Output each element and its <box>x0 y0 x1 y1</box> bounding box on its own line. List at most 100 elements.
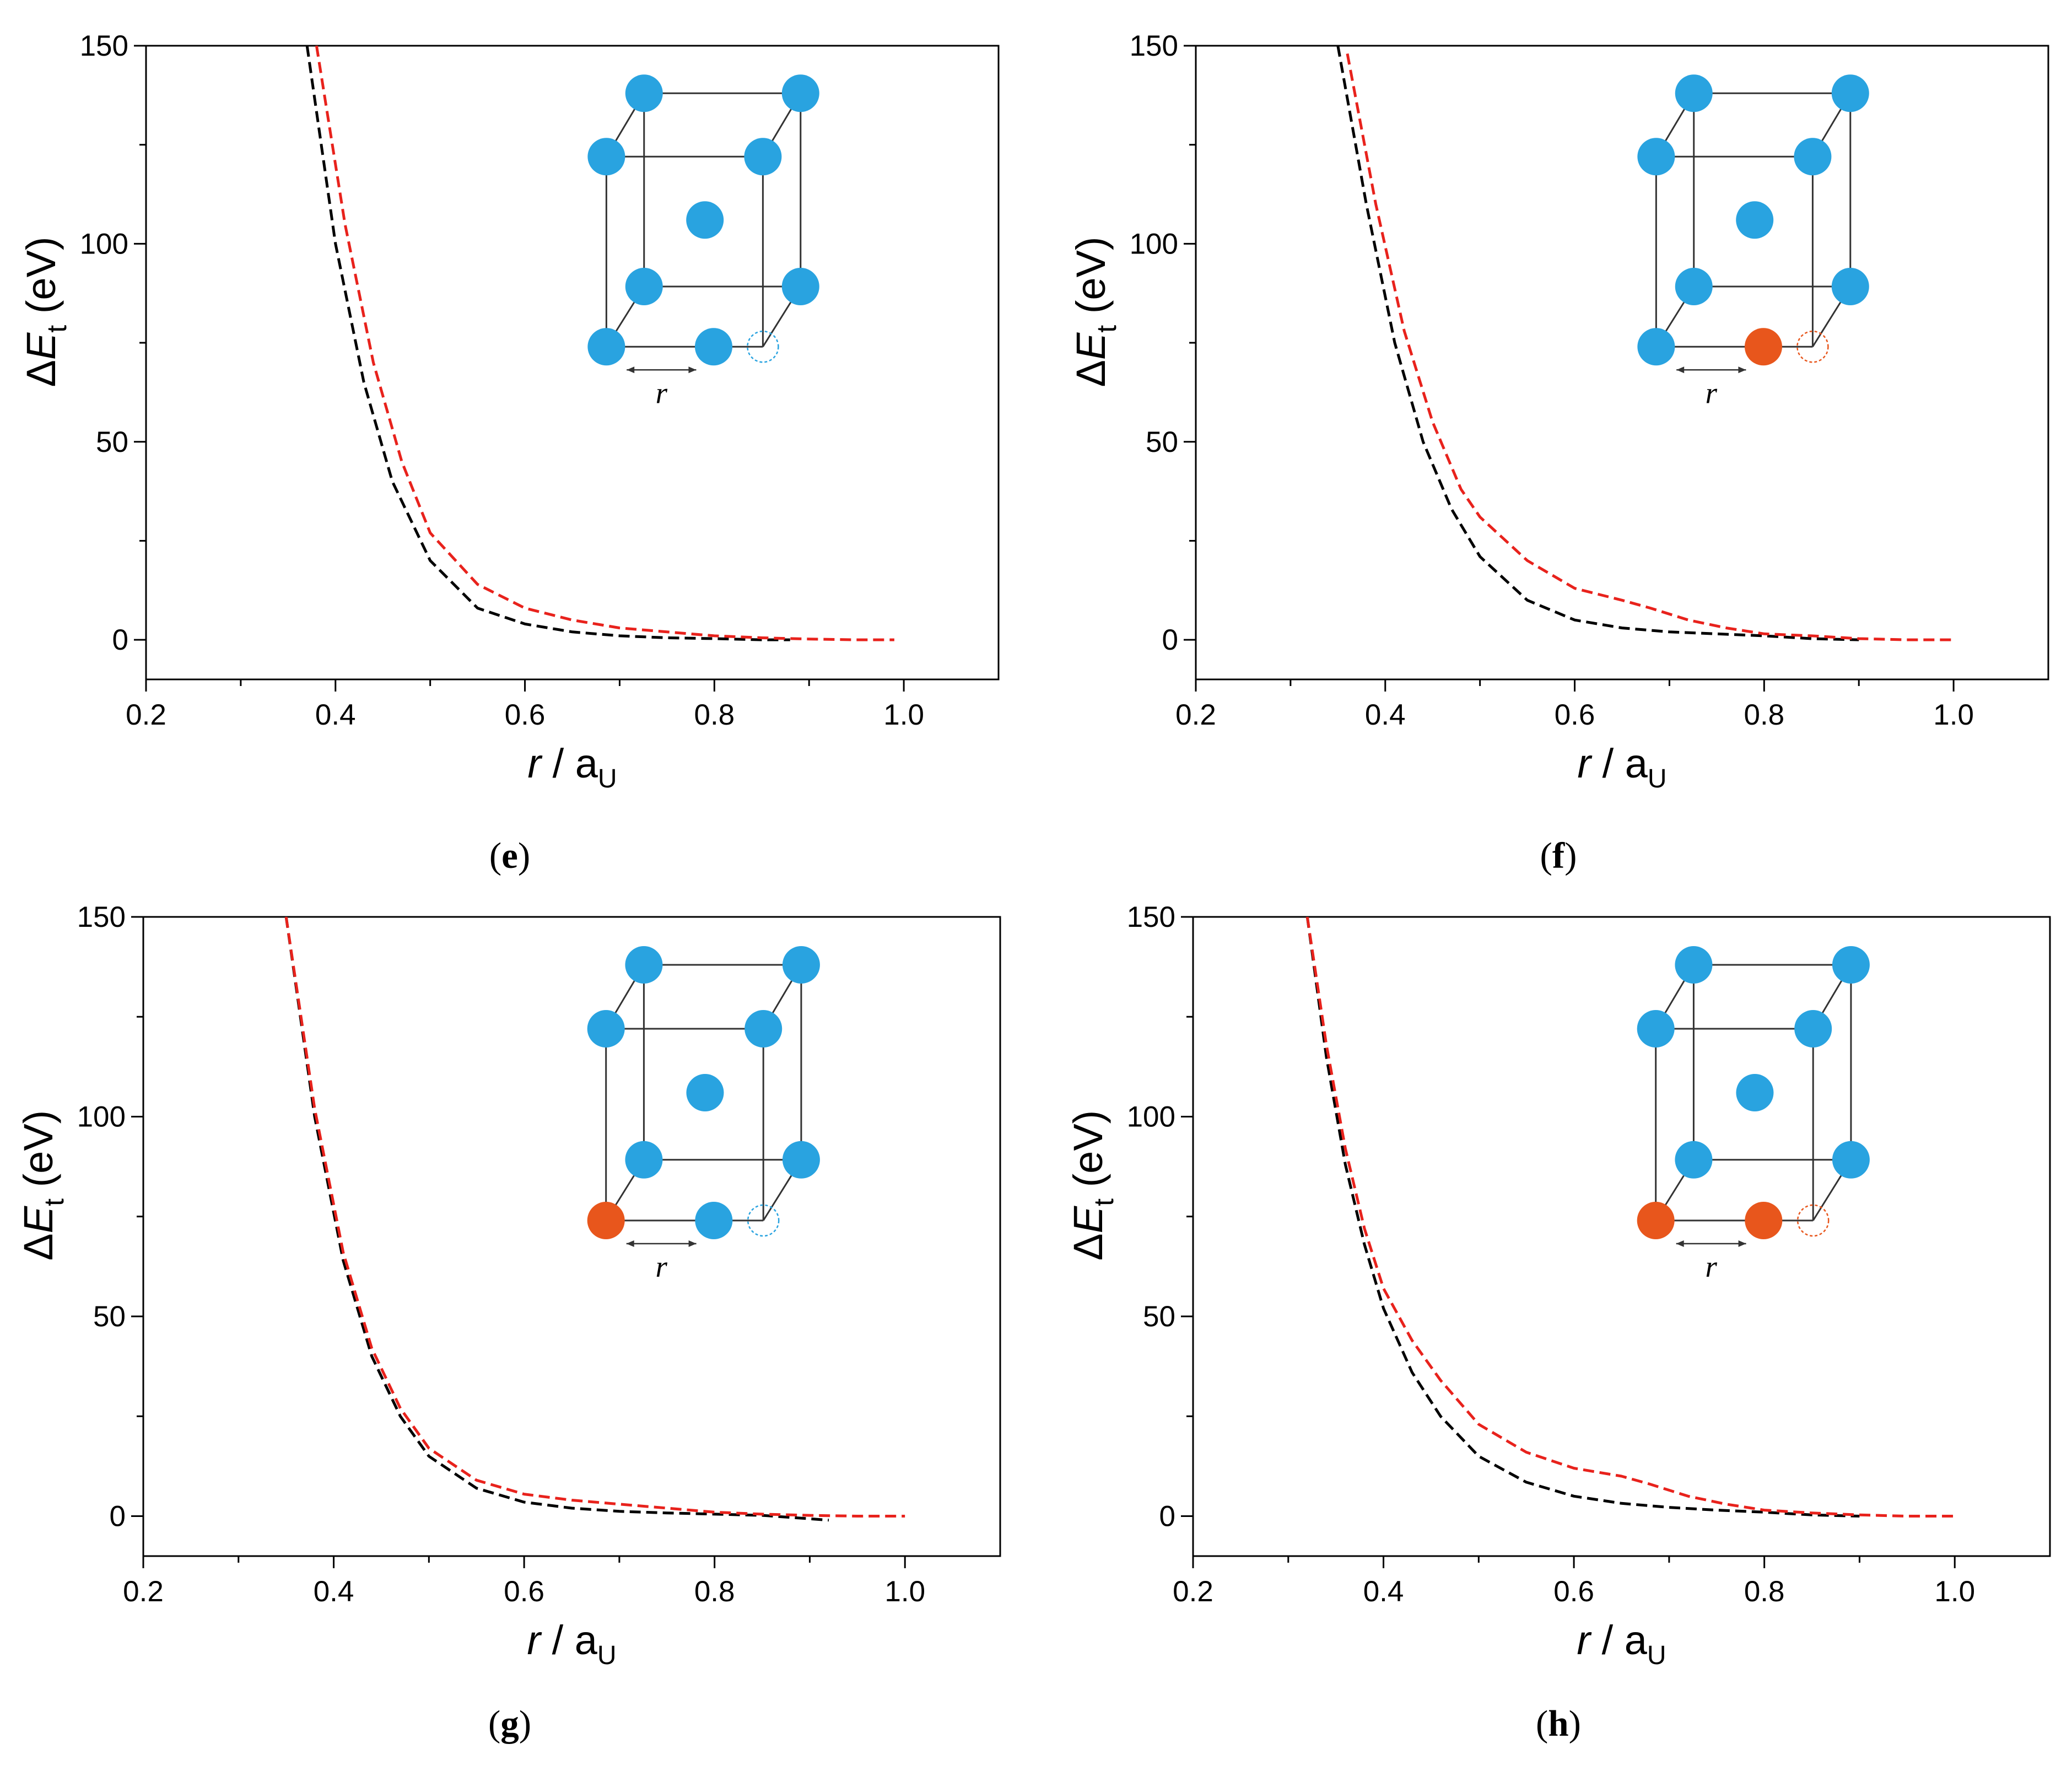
atom-blue <box>686 201 724 239</box>
panel-caption-letter: f <box>1552 835 1565 876</box>
distance-arrow-head-left <box>1676 1240 1684 1247</box>
x-axis-sub: U <box>597 1641 617 1670</box>
atom-orange <box>1745 1202 1783 1239</box>
x-axis-sep: / <box>1591 741 1625 786</box>
y-tick-label: 50 <box>96 426 128 458</box>
series-black-line <box>305 46 790 641</box>
y-axis-title: ΔEt (eV) <box>1068 236 1122 387</box>
series-black-line <box>1305 917 1860 1518</box>
x-axis-sep: / <box>541 741 575 786</box>
distance-arrow-head-right <box>1738 366 1746 374</box>
x-axis-var: r <box>527 1617 542 1663</box>
x-tick-label: 0.8 <box>694 1575 735 1608</box>
x-tick-label: 0.2 <box>123 1575 164 1608</box>
atom-blue <box>1637 138 1675 176</box>
atom-blue <box>744 1010 783 1047</box>
y-tick-label: 0 <box>1162 624 1178 656</box>
y-tick-label: 0 <box>110 1500 126 1533</box>
x-tick-label: 1.0 <box>883 699 924 731</box>
vacancy-site <box>1796 331 1829 363</box>
inset-distance-label: r <box>1706 376 1718 409</box>
atom-blue <box>587 1010 625 1047</box>
atom-blue <box>1675 74 1713 112</box>
series-red-line <box>1346 53 1954 641</box>
y-axis-title: ΔEt (eV) <box>1065 1110 1119 1261</box>
series-group <box>305 46 894 641</box>
y-axis-unit: (eV) <box>15 1110 61 1198</box>
atom-blue <box>782 1141 820 1179</box>
y-tick-label: 150 <box>1130 30 1178 62</box>
inset-distance-label: r <box>656 376 668 409</box>
inset-unit-cell: r <box>587 946 820 1283</box>
atom-blue <box>625 946 663 984</box>
y-tick-label: 50 <box>1146 426 1178 458</box>
y-tick-label: 50 <box>93 1300 126 1333</box>
atom-blue <box>625 1141 663 1179</box>
inset-unit-cell: r <box>587 74 819 409</box>
distance-arrow-head-right <box>688 1240 697 1247</box>
atom-blue <box>1736 201 1774 239</box>
x-tick-label: 0.4 <box>315 699 356 731</box>
y-tick-label: 150 <box>80 30 128 62</box>
vacancy-site <box>747 1204 780 1237</box>
atom-blue <box>695 1202 733 1239</box>
x-axis-sub: U <box>1648 764 1667 793</box>
series-black-line <box>284 917 829 1522</box>
plot-frame <box>1195 45 2049 681</box>
inset-distance-label: r <box>1705 1250 1717 1283</box>
series-black-line <box>1336 46 1859 641</box>
atom-blue <box>1637 1010 1675 1047</box>
y-tick-label: 0 <box>112 624 128 656</box>
atom-blue <box>781 268 819 305</box>
atom-orange <box>1744 328 1782 366</box>
inset-unit-cell: r <box>1637 946 1870 1283</box>
panel-caption: (f) <box>1540 835 1577 876</box>
panel-caption: (g) <box>488 1703 531 1744</box>
x-tick-label: 1.0 <box>1934 1575 1975 1608</box>
x-tick-label: 0.4 <box>314 1575 354 1608</box>
x-axis-base: a <box>575 741 598 786</box>
y-axis-var: E <box>1068 332 1114 360</box>
y-axis-sub: t <box>1088 1198 1119 1206</box>
y-axis-sub: t <box>39 1198 69 1206</box>
y-axis-var: E <box>15 1205 61 1233</box>
atom-blue <box>1831 74 1869 112</box>
atom-blue <box>1832 946 1870 984</box>
x-tick-label: 0.4 <box>1363 1575 1404 1608</box>
x-axis-title: r / aU <box>1577 1617 1666 1670</box>
y-axis-delta: Δ <box>18 360 64 387</box>
x-axis-base: a <box>1625 1617 1648 1663</box>
x-tick-label: 0.8 <box>1744 699 1784 731</box>
x-tick-label: 0.2 <box>1173 1575 1213 1608</box>
panel-caption-letter: g <box>500 1703 519 1744</box>
y-tick-label: 100 <box>1127 1101 1175 1133</box>
y-tick-label: 150 <box>1127 901 1175 933</box>
atom-orange <box>587 1202 625 1239</box>
atom-blue <box>744 138 782 176</box>
atom-blue <box>1832 1141 1870 1179</box>
x-tick-label: 0.8 <box>694 699 735 731</box>
plot-frame <box>1192 916 2051 1557</box>
atom-blue <box>1794 1010 1832 1047</box>
x-axis-title: r / aU <box>1577 741 1666 793</box>
x-tick-label: 0.8 <box>1744 1575 1785 1608</box>
panel-caption-letter: h <box>1548 1703 1568 1744</box>
y-axis-unit: (eV) <box>1065 1110 1111 1198</box>
y-tick-label: 150 <box>77 901 126 933</box>
atom-blue <box>1675 268 1713 305</box>
x-axis-sub: U <box>598 764 617 793</box>
y-axis-var: E <box>1065 1205 1111 1233</box>
x-axis-var: r <box>1577 1617 1592 1663</box>
series-red-line <box>284 917 905 1518</box>
x-axis-title: r / aU <box>527 1617 616 1670</box>
y-axis-title: ΔEt (eV) <box>18 236 72 387</box>
inset-distance-label: r <box>655 1250 667 1283</box>
distance-arrow-head-right <box>688 366 697 374</box>
atom-blue <box>1675 946 1713 984</box>
x-tick-label: 0.6 <box>1555 699 1595 731</box>
chart-panel-f: 0.2 0.4 0.6 0.8 1.0 0 50 100 150 r / aU ΔEt (eV) r (… <box>1068 30 2049 876</box>
distance-arrow-head-left <box>1676 366 1685 374</box>
x-tick-label: 0.4 <box>1365 699 1406 731</box>
y-tick-label: 0 <box>1159 1500 1175 1533</box>
